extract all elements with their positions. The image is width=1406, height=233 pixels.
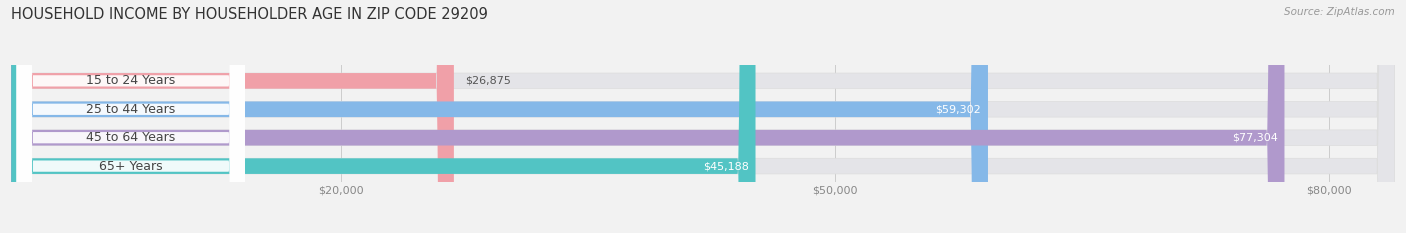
FancyBboxPatch shape [11, 0, 1395, 233]
FancyBboxPatch shape [11, 0, 1395, 233]
FancyBboxPatch shape [17, 0, 245, 233]
FancyBboxPatch shape [17, 0, 245, 233]
FancyBboxPatch shape [11, 0, 988, 233]
FancyBboxPatch shape [17, 0, 245, 233]
Text: HOUSEHOLD INCOME BY HOUSEHOLDER AGE IN ZIP CODE 29209: HOUSEHOLD INCOME BY HOUSEHOLDER AGE IN Z… [11, 7, 488, 22]
Text: 45 to 64 Years: 45 to 64 Years [86, 131, 176, 144]
Text: $59,302: $59,302 [935, 104, 981, 114]
Text: 65+ Years: 65+ Years [98, 160, 163, 173]
Text: 25 to 44 Years: 25 to 44 Years [86, 103, 176, 116]
FancyBboxPatch shape [17, 0, 245, 233]
FancyBboxPatch shape [11, 0, 1395, 233]
FancyBboxPatch shape [11, 0, 1285, 233]
Text: 15 to 24 Years: 15 to 24 Years [86, 74, 176, 87]
Text: Source: ZipAtlas.com: Source: ZipAtlas.com [1284, 7, 1395, 17]
FancyBboxPatch shape [11, 0, 755, 233]
Text: $45,188: $45,188 [703, 161, 748, 171]
Text: $26,875: $26,875 [465, 76, 510, 86]
FancyBboxPatch shape [11, 0, 1395, 233]
FancyBboxPatch shape [11, 0, 454, 233]
Text: $77,304: $77,304 [1232, 133, 1278, 143]
